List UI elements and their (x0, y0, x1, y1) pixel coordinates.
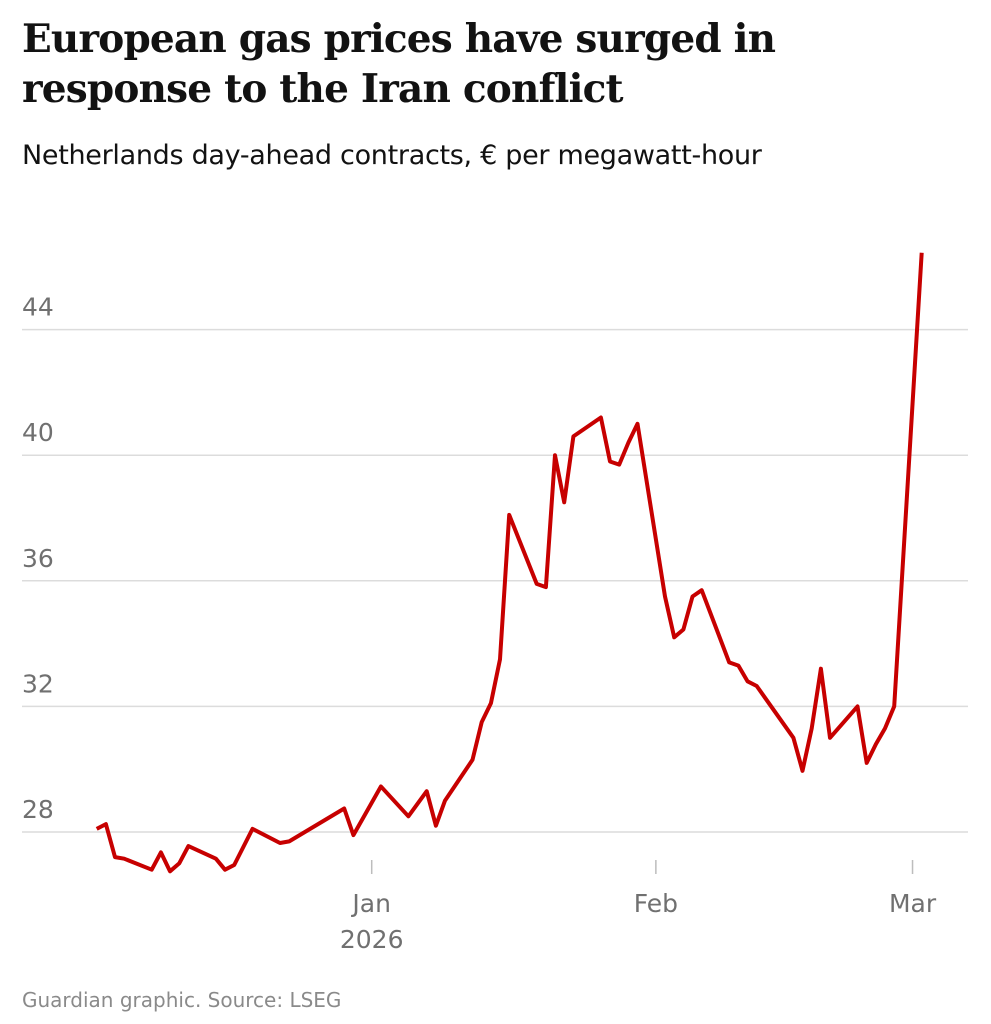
price-line (95, 252, 924, 874)
x-tick-label: Feb (634, 889, 678, 918)
y-tick-label: 32 (22, 669, 54, 698)
source-note: Guardian graphic. Source: LSEG (22, 988, 342, 1012)
x-tick-label: Mar (889, 889, 937, 918)
y-tick-label: 44 (22, 293, 54, 322)
y-tick-label: 28 (22, 795, 54, 824)
chart-title: European gas prices have surged in respo… (22, 16, 776, 112)
y-tick-label: 40 (22, 418, 54, 447)
x-tick-sublabel: 2026 (340, 925, 404, 954)
y-tick-label: 36 (22, 544, 54, 573)
x-tick-label: Jan (350, 889, 391, 918)
chart-subtitle: Netherlands day-ahead contracts, € per m… (22, 140, 762, 171)
